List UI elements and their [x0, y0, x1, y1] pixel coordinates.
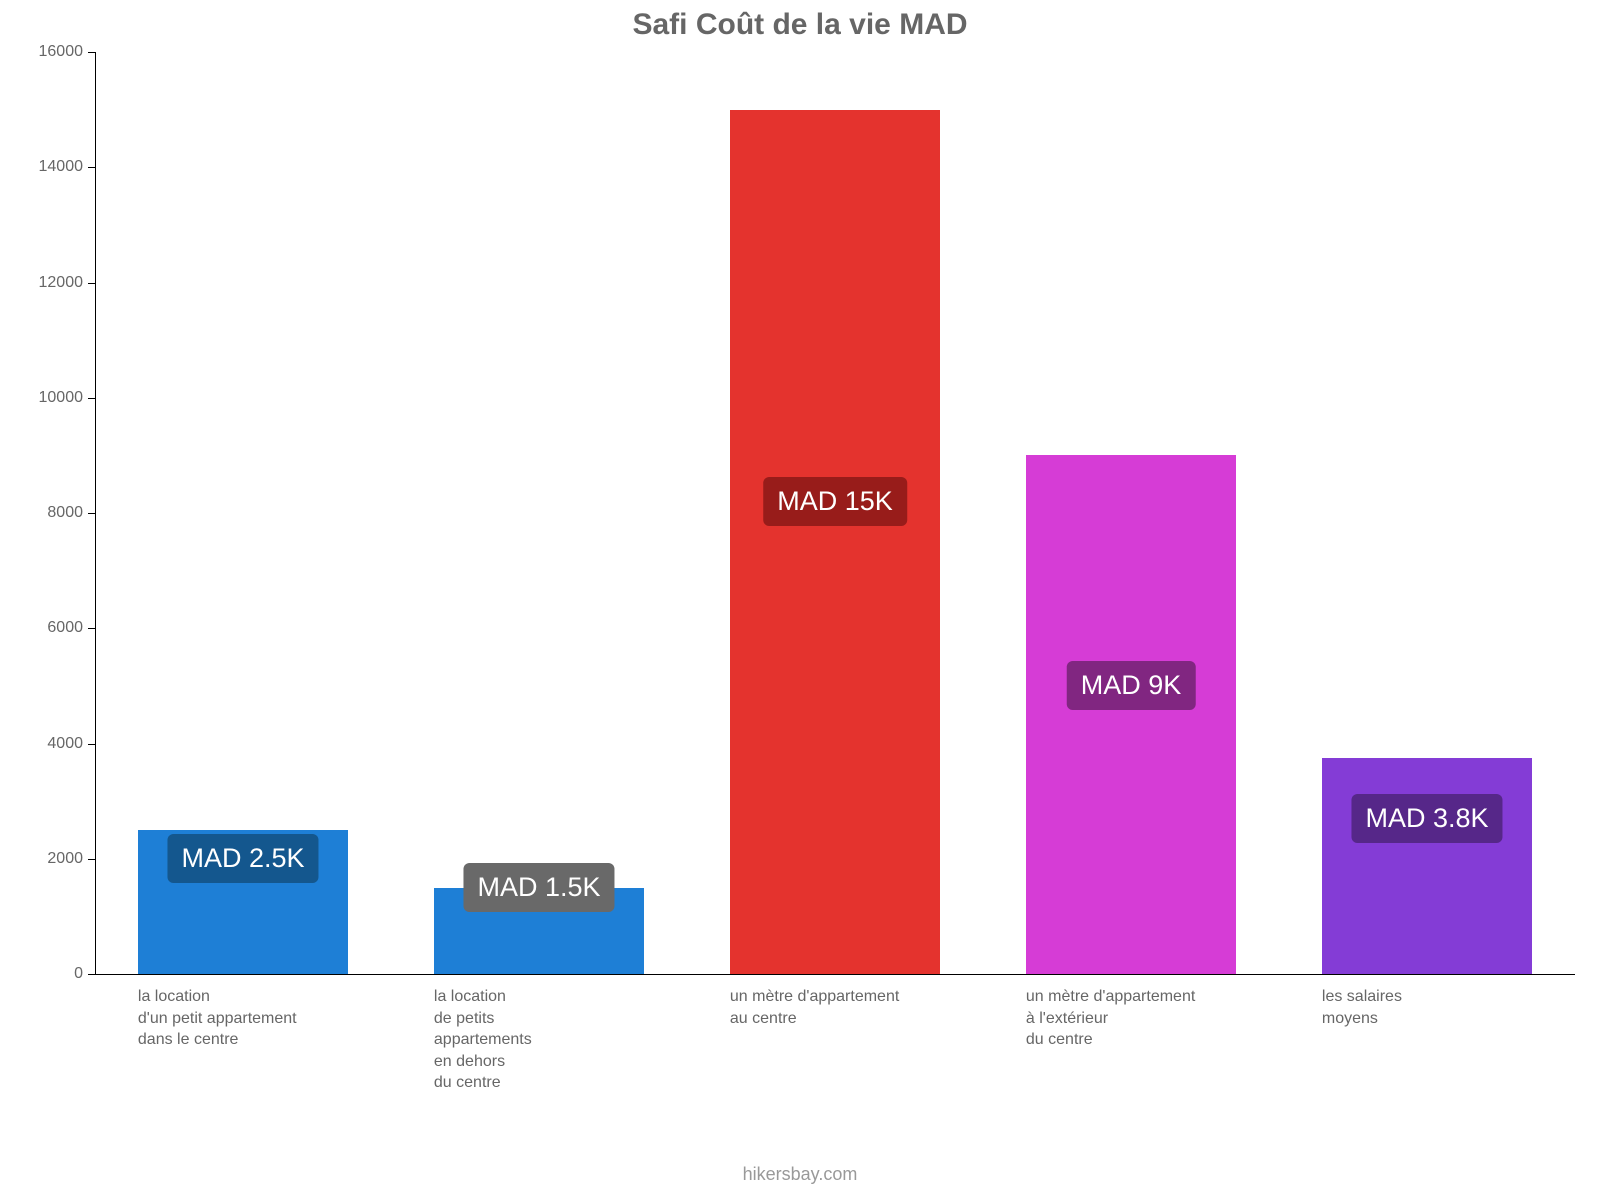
y-tick-label: 16000	[3, 43, 83, 61]
y-tick-label: 10000	[3, 389, 83, 407]
value-badge: MAD 15K	[763, 477, 907, 526]
category-label: la location d'un petit appartement dans …	[138, 986, 348, 1051]
y-tick-label: 2000	[3, 850, 83, 868]
value-badge: MAD 1.5K	[463, 863, 614, 912]
category-label: les salaires moyens	[1322, 986, 1532, 1029]
bar	[730, 110, 940, 974]
plot-area: 0200040006000800010000120001400016000MAD…	[95, 52, 1575, 974]
y-tick	[88, 398, 95, 399]
category-label: la location de petits appartements en de…	[434, 986, 644, 1094]
y-tick-label: 12000	[3, 274, 83, 292]
y-tick	[88, 167, 95, 168]
y-tick	[88, 283, 95, 284]
chart-container: Safi Coût de la vie MAD 0200040006000800…	[0, 0, 1600, 1200]
y-tick	[88, 974, 95, 975]
y-tick-label: 14000	[3, 158, 83, 176]
value-badge: MAD 2.5K	[167, 834, 318, 883]
y-tick	[88, 859, 95, 860]
y-tick-label: 0	[3, 965, 83, 983]
y-tick	[88, 513, 95, 514]
y-tick-label: 4000	[3, 735, 83, 753]
y-tick-label: 8000	[3, 504, 83, 522]
chart-title: Safi Coût de la vie MAD	[0, 8, 1600, 42]
value-badge: MAD 3.8K	[1351, 794, 1502, 843]
x-axis-line	[95, 974, 1575, 975]
bar	[1026, 455, 1236, 974]
y-tick	[88, 628, 95, 629]
y-tick	[88, 52, 95, 53]
category-label: un mètre d'appartement à l'extérieur du …	[1026, 986, 1236, 1051]
category-label: un mètre d'appartement au centre	[730, 986, 940, 1029]
bar	[1322, 758, 1532, 974]
footer-credit: hikersbay.com	[0, 1164, 1600, 1185]
y-axis-line	[95, 52, 96, 974]
y-tick-label: 6000	[3, 619, 83, 637]
value-badge: MAD 9K	[1067, 661, 1196, 710]
y-tick	[88, 744, 95, 745]
